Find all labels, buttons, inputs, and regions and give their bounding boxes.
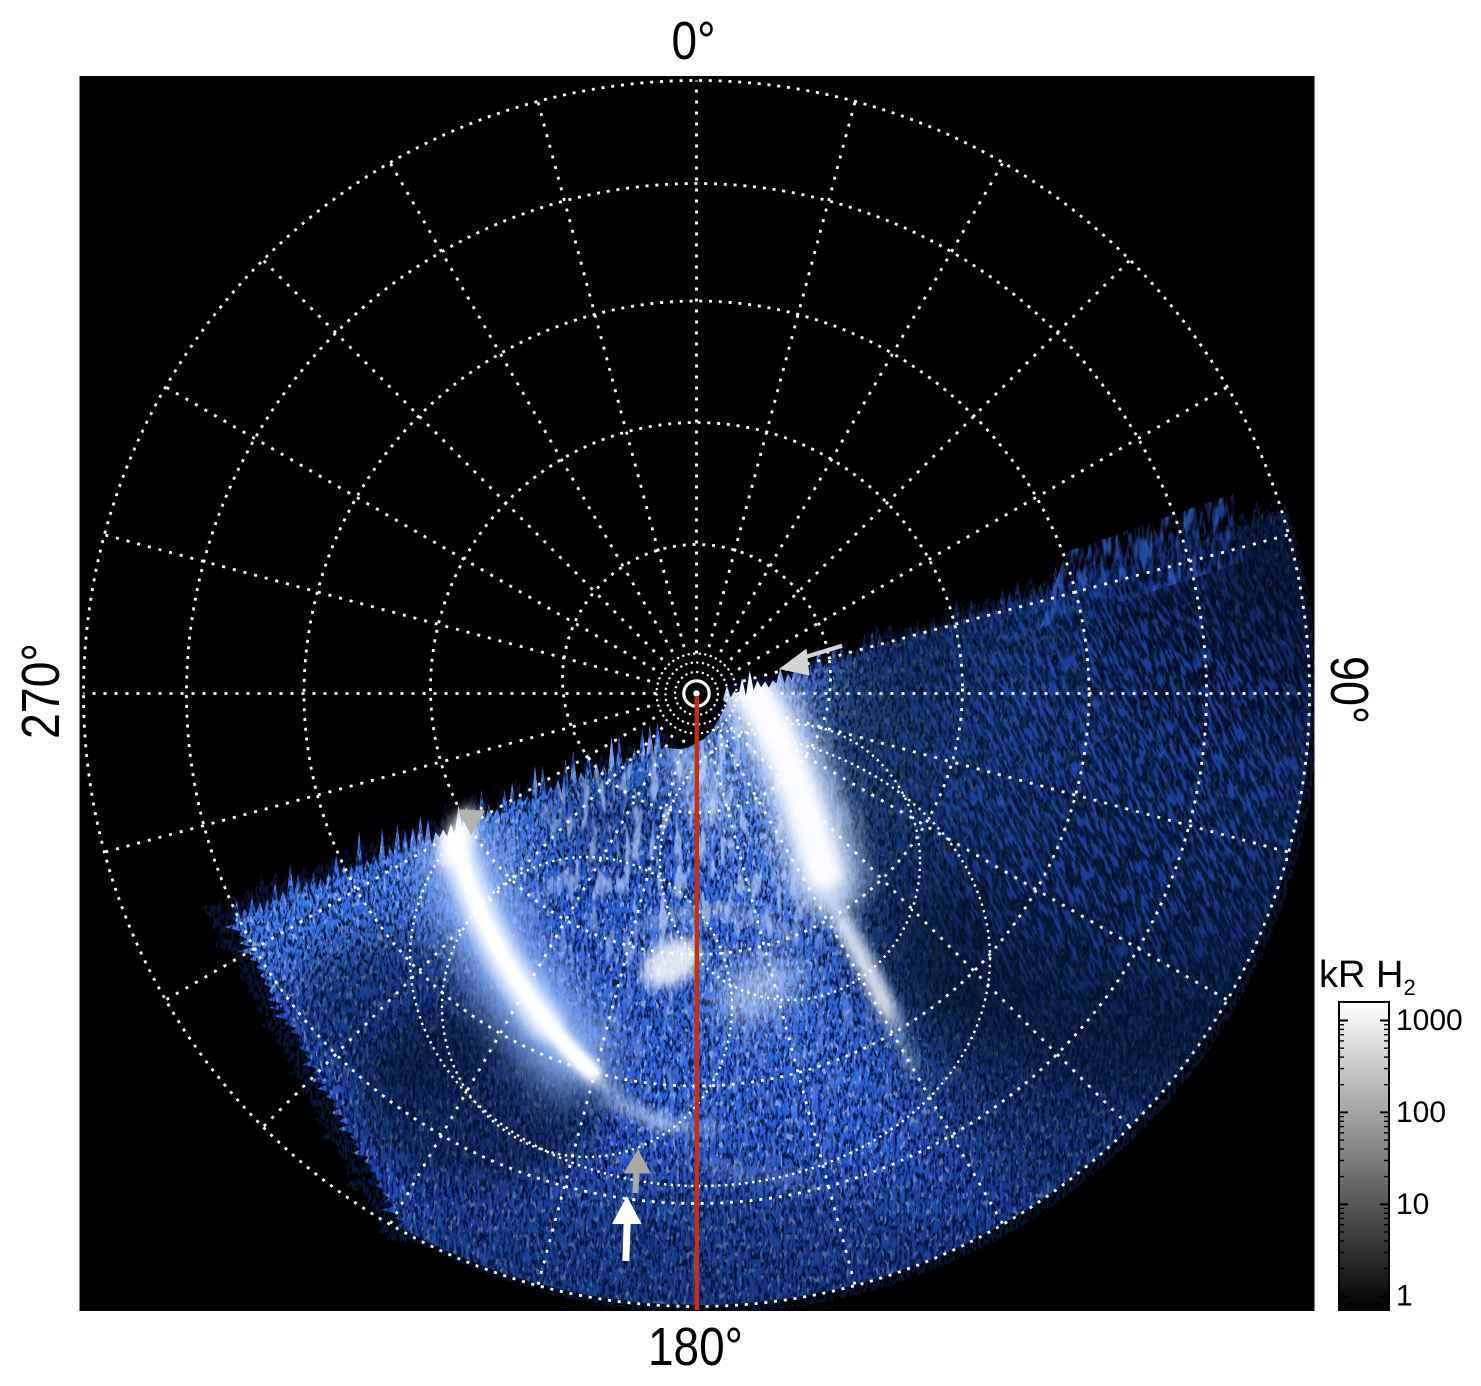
svg-text:1: 1 [1396, 1280, 1413, 1313]
svg-text:kR H2: kR H2 [1319, 954, 1416, 1000]
svg-text:10: 10 [1396, 1188, 1429, 1221]
svg-text:270°: 270° [11, 643, 71, 739]
svg-text:180°: 180° [648, 1317, 743, 1377]
svg-text:90°: 90° [1319, 656, 1379, 724]
svg-text:100: 100 [1396, 1096, 1446, 1129]
svg-text:1000: 1000 [1396, 1004, 1463, 1037]
svg-text:0°: 0° [672, 11, 716, 71]
